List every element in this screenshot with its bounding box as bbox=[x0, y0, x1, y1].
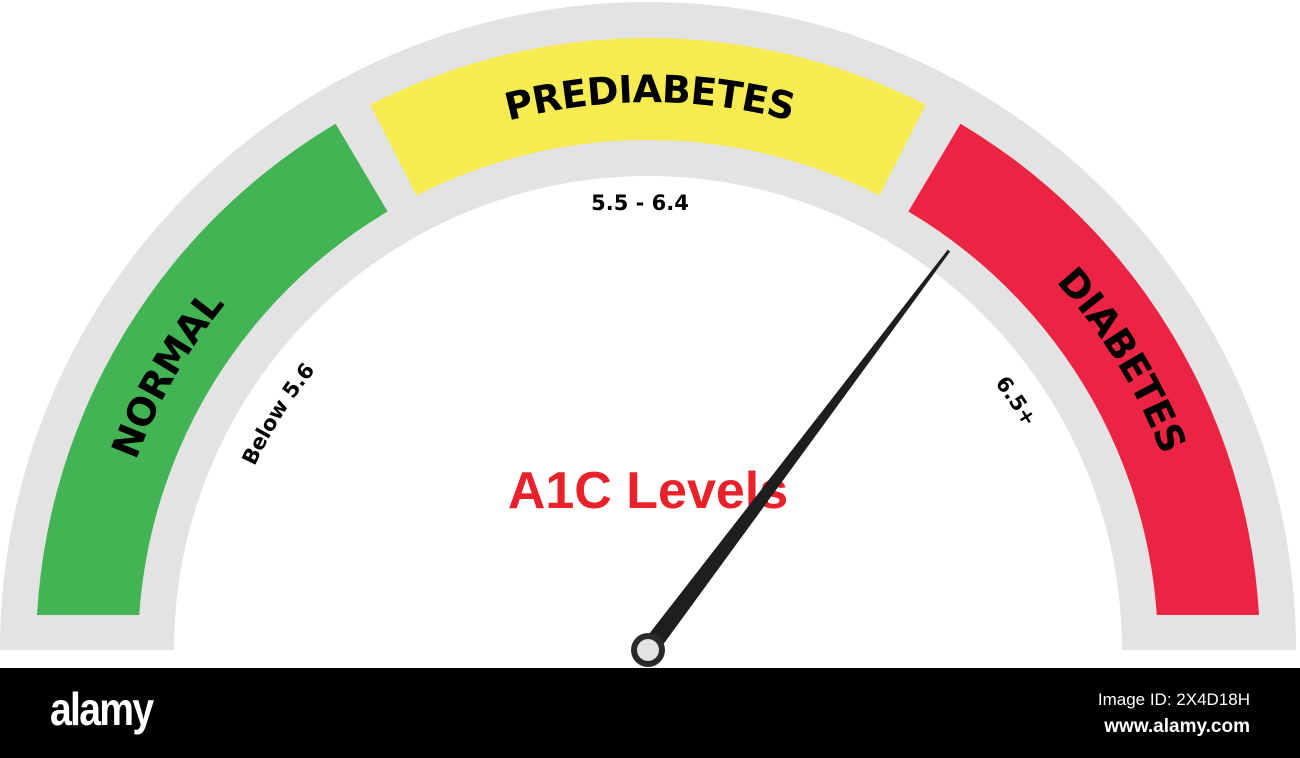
image-id: Image ID: 2X4D18H bbox=[1097, 690, 1250, 709]
gauge: NORMAL PREDIABETES DIABETES Below 5.6 5.… bbox=[0, 2, 1296, 667]
needle bbox=[631, 249, 951, 667]
segment-normal bbox=[37, 123, 388, 615]
website-url: www.alamy.com bbox=[1104, 716, 1250, 737]
segment-diabetes bbox=[908, 123, 1259, 615]
range-prediabetes: 5.5 - 6.4 bbox=[591, 191, 689, 215]
needle-hub-cap bbox=[637, 639, 659, 661]
alamy-logo: alamy bbox=[50, 683, 154, 735]
range-diabetes: 6.5+ bbox=[991, 372, 1042, 431]
segment-prediabetes bbox=[370, 37, 926, 196]
footer-bar: alamy Image ID: 2X4D18H www.alamy.com bbox=[0, 668, 1300, 758]
gauge-title: A1C Levels bbox=[508, 462, 788, 520]
needle-pointer bbox=[640, 249, 951, 656]
